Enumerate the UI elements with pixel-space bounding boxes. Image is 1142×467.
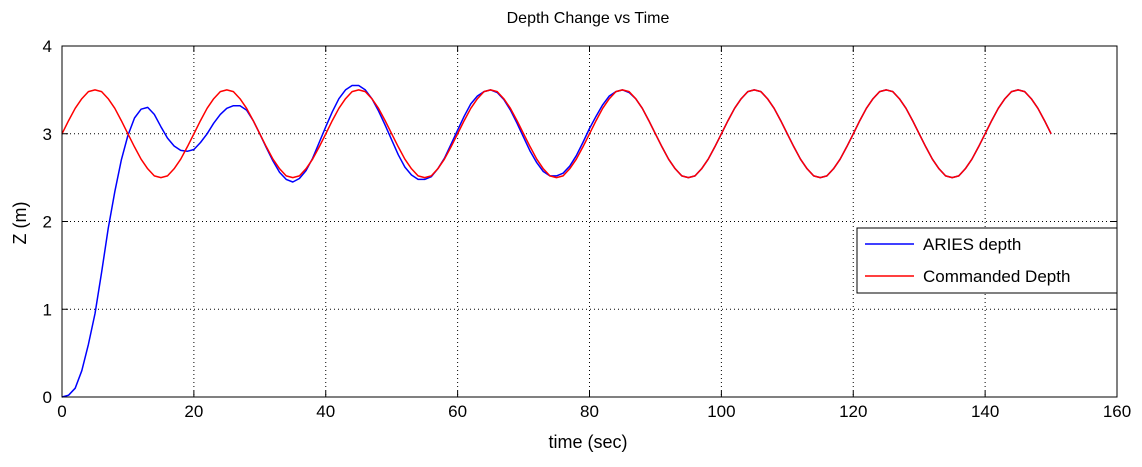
y-tick-label: 0: [43, 388, 52, 407]
y-tick-label: 2: [43, 213, 52, 232]
x-tick-label: 160: [1103, 402, 1131, 421]
x-tick-label: 80: [580, 402, 599, 421]
y-axis-label: Z (m): [10, 202, 30, 245]
x-tick-label: 40: [316, 402, 335, 421]
x-axis-label: time (sec): [548, 432, 627, 452]
y-tick-label: 1: [43, 300, 52, 319]
x-tick-label: 120: [839, 402, 867, 421]
x-tick-label: 60: [448, 402, 467, 421]
x-tick-label: 140: [971, 402, 999, 421]
legend-label-aries-depth: ARIES depth: [923, 235, 1021, 254]
y-tick-label: 4: [43, 37, 52, 56]
grid-lines: [62, 46, 1117, 397]
x-tick-label: 20: [184, 402, 203, 421]
series-line-commanded-depth: [61, 89, 1052, 179]
chart-title: Depth Change vs Time: [507, 10, 670, 27]
legend-label-commanded-depth: Commanded Depth: [923, 267, 1070, 286]
legend-box: [856, 227, 1118, 294]
legend: ARIES depth Commanded Depth: [856, 227, 1118, 294]
x-tick-label: 100: [707, 402, 735, 421]
axis-ticks: 0 20 40 60 80 100 120 140 160 0 1 2 3 4: [43, 37, 1132, 421]
series-layer: [61, 84, 1052, 398]
x-tick-label: 0: [57, 402, 66, 421]
y-tick-label: 3: [43, 125, 52, 144]
